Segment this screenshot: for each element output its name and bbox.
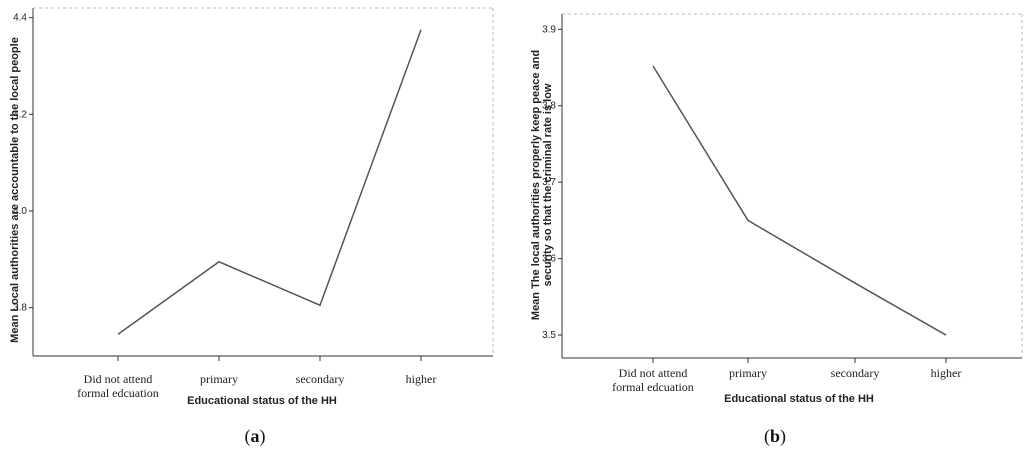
panel-label: (a) (245, 426, 266, 447)
chart-panel-b: 3.5 3.6 3.7 3.8 3.9 Did not attend formal edcu… (530, 13, 1023, 447)
x-tick-label-line: formal edcuation (77, 386, 159, 400)
y-tick-label: 3.7 (542, 177, 556, 188)
y-axis-label-line: Mean The local authorities properly keep… (530, 50, 542, 320)
panel-label-part: ( (245, 426, 251, 447)
x-tick-label-line: primary (200, 372, 238, 386)
x-tick-label-line: higher (931, 366, 962, 380)
x-tick-label-line: higher (406, 372, 437, 386)
panel-label-part: ( (764, 426, 770, 447)
y-tick-label: 3.8 (542, 101, 556, 112)
y-tick-label: 3.6 (542, 254, 556, 265)
x-tick-label: secondary (296, 372, 345, 386)
panel-label-part: ) (260, 426, 266, 447)
x-tick-label: primary (200, 372, 238, 386)
series-line (652, 65, 947, 336)
y-tick-label: 4.0 (13, 206, 27, 217)
x-tick-label: primary (729, 366, 767, 380)
x-tick-label: higher (406, 372, 437, 386)
x-tick-label: Did not attend formal edcuation (612, 366, 694, 394)
panel-label-part: a (251, 426, 260, 446)
panel-label: (b) (764, 426, 786, 447)
x-tick-label-line: primary (729, 366, 767, 380)
y-tick-label: 4.4 (13, 13, 27, 24)
chart-panel-a: 3.8 4.0 4.2 4.4 Did not attend formal edcuati… (9, 7, 494, 447)
x-tick-label: secondary (831, 366, 880, 380)
series-line (117, 29, 422, 335)
x-tick-label-line: Did not attend (84, 372, 153, 386)
y-axis-label: Mean Local authorities are accountable t… (9, 37, 21, 343)
panel-label-part: b (770, 426, 780, 446)
panel-label-part: ) (780, 426, 786, 447)
x-tick-label: higher (931, 366, 962, 380)
y-tick-label: 3.8 (13, 303, 27, 314)
x-tick-label-line: Did not attend (619, 366, 688, 380)
y-axis-label-line: security so that the criminal rate is lo… (542, 83, 554, 286)
x-tick-label-line: formal edcuation (612, 380, 694, 394)
x-axis-label: Educational status of the HH (187, 395, 337, 407)
x-tick-label-line: secondary (296, 372, 345, 386)
y-axis-label: Mean The local authorities properly keep… (530, 50, 554, 320)
y-tick-label: 4.2 (13, 109, 27, 120)
y-axis-label-line: Mean Local authorities are accountable t… (9, 37, 21, 343)
y-tick-label: 3.9 (542, 24, 556, 35)
y-tick-label: 3.5 (542, 330, 556, 341)
x-tick-label-line: secondary (831, 366, 880, 380)
x-axis-label: Educational status of the HH (724, 393, 874, 405)
x-tick-label: Did not attend formal edcuation (77, 372, 159, 400)
